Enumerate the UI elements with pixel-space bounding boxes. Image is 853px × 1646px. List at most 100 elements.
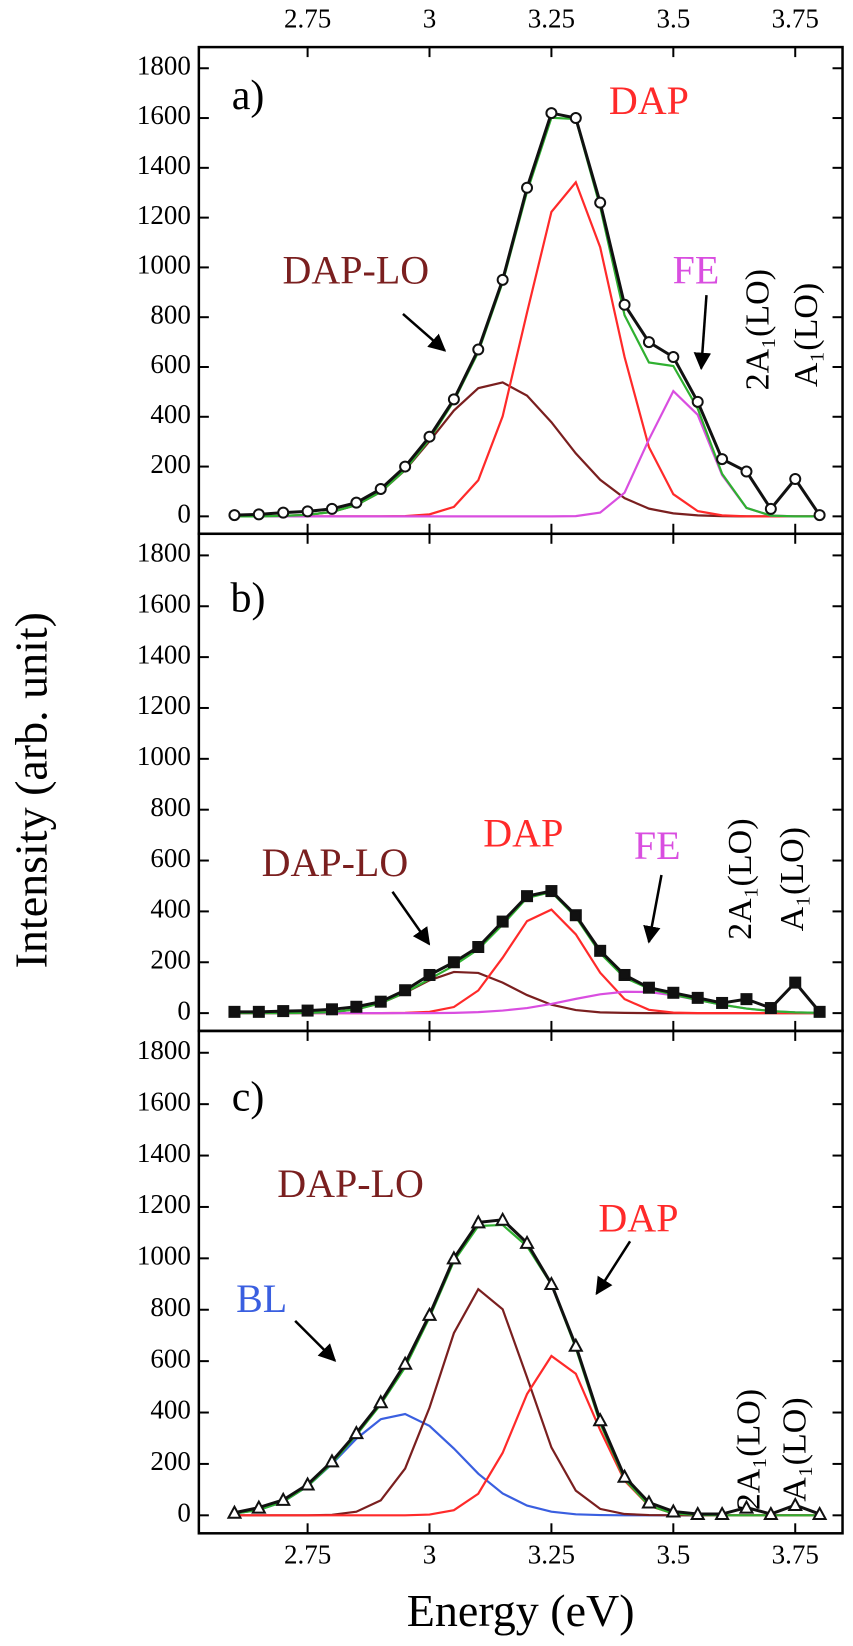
data-point: [299, 1476, 316, 1491]
data-point: [446, 1250, 462, 1265]
data-point: [374, 482, 387, 495]
data-point: [691, 395, 704, 408]
panel-label: a): [232, 73, 265, 119]
x-tick-label: 3: [423, 1540, 437, 1570]
y-tick-label: 1600: [137, 588, 191, 618]
data-point: [252, 1005, 265, 1018]
y-tick-label: 1000: [137, 741, 191, 771]
data-point: [399, 460, 412, 473]
data-point: [764, 502, 777, 515]
series-label: FE: [634, 823, 681, 868]
annotation: A₁(LO): [774, 827, 811, 931]
y-tick-label: 1200: [137, 690, 191, 720]
plot-area: [228, 885, 826, 1018]
y-tick-label: 800: [150, 299, 191, 329]
y-tick-label: 1000: [137, 250, 191, 280]
data-point: [301, 1004, 314, 1017]
data-point: [642, 336, 655, 349]
data-point: [665, 1503, 682, 1518]
series-label: DAP-LO: [262, 840, 409, 885]
data-point: [325, 502, 338, 515]
data-point: [740, 993, 753, 1006]
y-tick-label: 800: [150, 1292, 191, 1322]
data-point: [521, 890, 534, 903]
y-tick-label: 1400: [137, 1138, 191, 1168]
data-point: [569, 909, 582, 922]
data-point: [813, 1005, 826, 1018]
y-tick-label: 400: [150, 894, 191, 924]
data-point: [543, 1275, 560, 1291]
y-tick-label: 1800: [137, 1035, 191, 1065]
y-tick-label: 800: [150, 792, 191, 822]
data-point: [472, 343, 485, 356]
data-point: [277, 506, 290, 519]
data-point: [496, 915, 509, 928]
data-point: [738, 1499, 755, 1514]
data-point: [421, 1306, 438, 1321]
x-tick-label: 3.5: [656, 3, 690, 33]
data-point: [667, 351, 680, 364]
y-tick-label: 200: [150, 944, 191, 974]
data-point: [568, 1337, 584, 1352]
x-tick-label: 3.75: [772, 3, 819, 33]
data-point: [470, 1214, 486, 1229]
data-point: [275, 1491, 291, 1506]
data-point: [618, 298, 631, 311]
data-point: [594, 944, 607, 957]
y-tick-label: 1200: [137, 1189, 191, 1219]
data-point: [691, 991, 704, 1004]
x-tick-label: 3.25: [528, 1540, 575, 1570]
data-point: [397, 1355, 413, 1370]
y-tick-label: 1200: [137, 200, 191, 230]
data-point: [616, 1468, 633, 1483]
y-tick-label: 0: [177, 995, 191, 1025]
data-point: [521, 181, 534, 194]
series-label: DAP: [483, 810, 563, 855]
data-point: [519, 1234, 535, 1249]
data-point: [447, 393, 460, 406]
y-tick-label: 600: [150, 843, 191, 873]
data-point: [228, 509, 241, 522]
plot-frame: [197, 1029, 844, 1535]
y-axis-title: Intensity (arb. unit): [6, 612, 57, 968]
y-tick-label: 0: [177, 1498, 191, 1528]
data-point: [763, 1505, 779, 1521]
data-point: [789, 473, 802, 486]
data-point: [228, 1005, 241, 1018]
x-tick-label: 2.75: [284, 3, 331, 33]
arrow: [402, 313, 447, 352]
data-point: [399, 984, 412, 997]
y-tick-label: 400: [150, 1395, 191, 1425]
series-label: DAP-LO: [283, 247, 430, 292]
data-point: [813, 509, 826, 522]
annotation: 2A₁(LO): [730, 1389, 767, 1510]
data-point: [251, 1499, 267, 1514]
data-point: [350, 496, 363, 509]
arrow: [693, 295, 712, 371]
data-point: [714, 1505, 730, 1521]
y-tick-label: 1400: [137, 150, 191, 180]
fit-line: [234, 180, 820, 518]
data-point: [226, 1504, 243, 1519]
data-point: [423, 430, 436, 443]
data-point: [324, 1453, 340, 1468]
series-label: DAP: [598, 1196, 678, 1241]
data-point: [594, 196, 607, 209]
data-point: [348, 1425, 365, 1440]
x-tick-label: 3: [423, 3, 437, 33]
data-point: [301, 505, 314, 518]
data-point: [447, 956, 460, 969]
data-point: [423, 968, 436, 981]
y-tick-label: 1400: [137, 639, 191, 669]
data-point: [764, 1002, 777, 1015]
x-tick-label: 2.75: [284, 1540, 331, 1570]
y-tick-label: 0: [177, 499, 191, 529]
plot-frame: [197, 532, 844, 1033]
y-tick-label: 400: [150, 399, 191, 429]
data-point: [690, 1505, 706, 1521]
annotation: 2A₁(LO): [740, 269, 777, 390]
annotation: A₁(LO): [776, 1397, 813, 1501]
panel-label: c): [232, 1075, 265, 1121]
y-tick-label: 1800: [137, 538, 191, 568]
data-point: [811, 1505, 828, 1521]
